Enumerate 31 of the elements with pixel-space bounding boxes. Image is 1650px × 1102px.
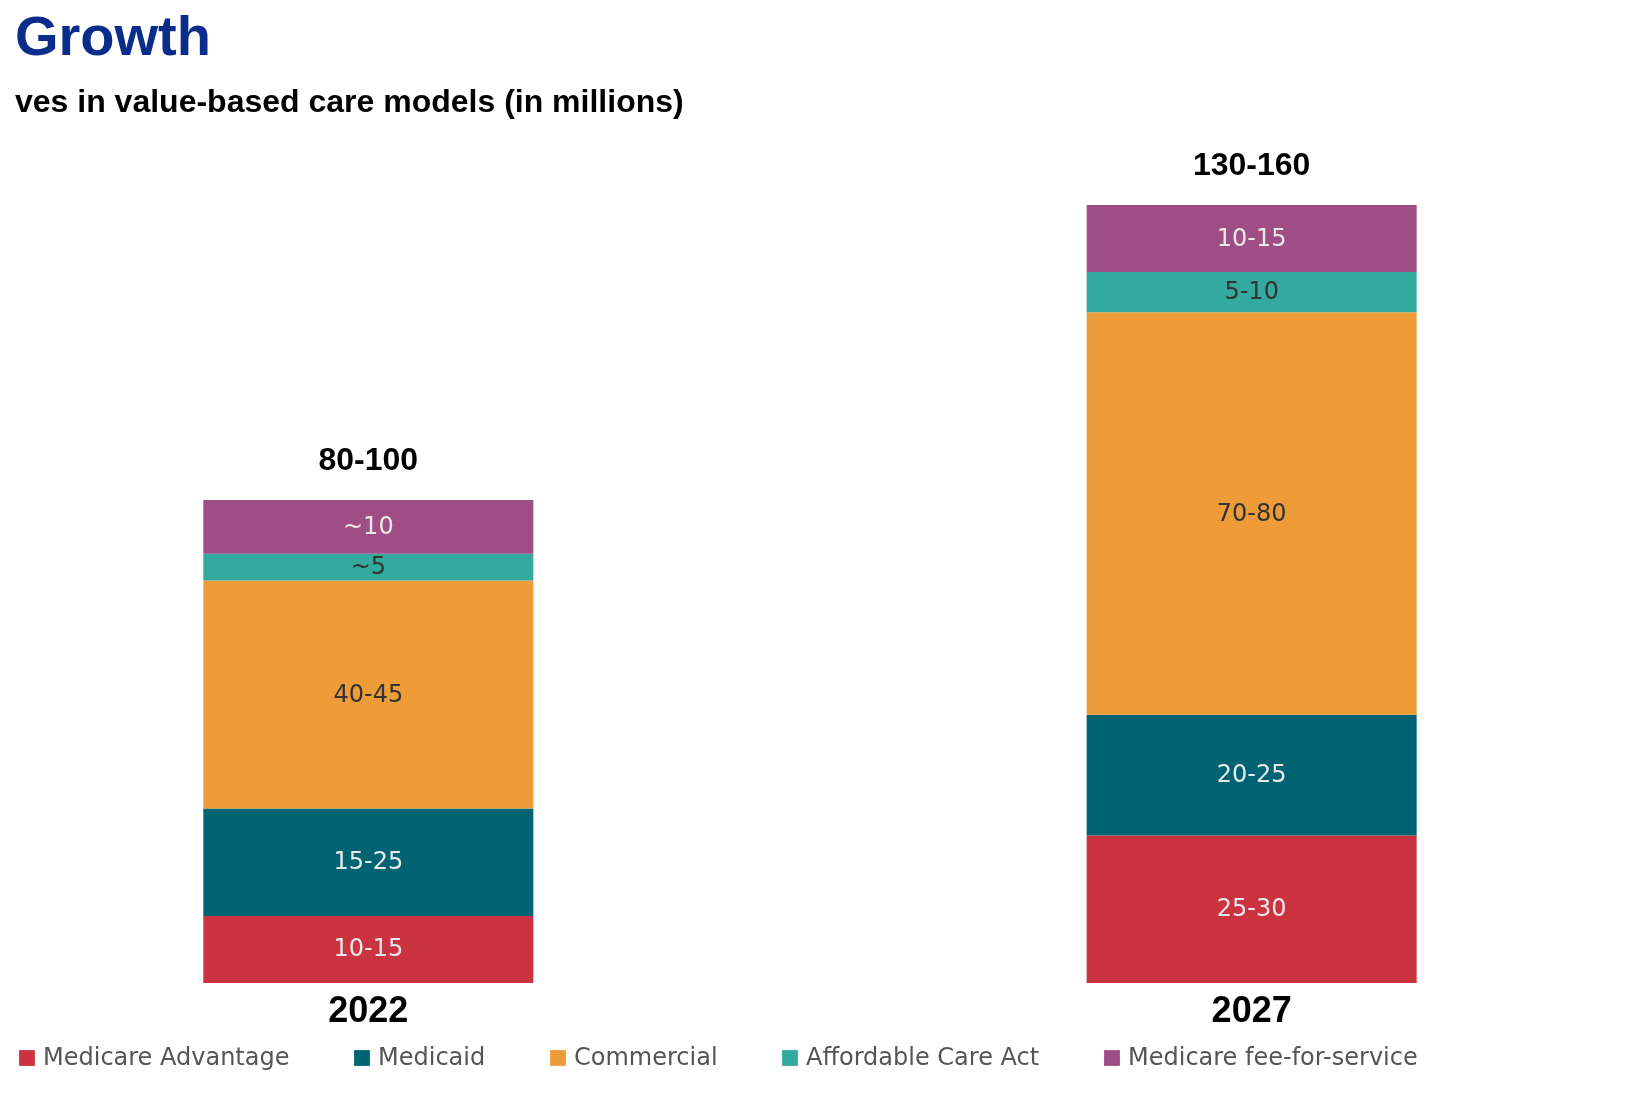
bar	[1086, 205, 1417, 273]
bar	[1086, 272, 1417, 313]
bar	[203, 915, 534, 983]
legend-label: Medicare Advantage	[43, 1043, 290, 1071]
legend-label: Commercial	[574, 1043, 718, 1071]
total-label: 130-160	[1192, 146, 1311, 182]
chart-title: Growth	[15, 4, 211, 67]
data-label: 70-80	[1216, 498, 1287, 527]
legend-label: Affordable Care Act	[806, 1043, 1040, 1071]
data-label: 20-25	[1216, 760, 1287, 789]
data-label: 5-10	[1224, 277, 1279, 306]
bar	[203, 808, 534, 916]
total-label: 80-100	[318, 441, 419, 478]
data-label: 40-45	[333, 679, 404, 708]
bar	[203, 580, 534, 809]
x-tick-label: 2027	[1211, 988, 1292, 1030]
x-tick-label: 2022	[328, 988, 409, 1030]
bar	[203, 553, 534, 581]
bar	[1086, 714, 1417, 836]
bar	[203, 500, 534, 554]
data-label: ~5	[350, 552, 387, 581]
data-label: 15-25	[333, 847, 404, 876]
data-label: 10-15	[333, 934, 404, 963]
data-label: 25-30	[1216, 894, 1287, 923]
bar	[1086, 312, 1417, 715]
legend-label: Medicare fee-for-service	[1128, 1043, 1418, 1071]
chart-subtitle: ves in value-based care models (in millions)	[15, 83, 684, 119]
data-label: ~10	[343, 511, 394, 540]
bar	[1086, 835, 1417, 983]
legend-label: Medicaid	[378, 1043, 486, 1071]
data-label: 10-15	[1216, 223, 1287, 252]
